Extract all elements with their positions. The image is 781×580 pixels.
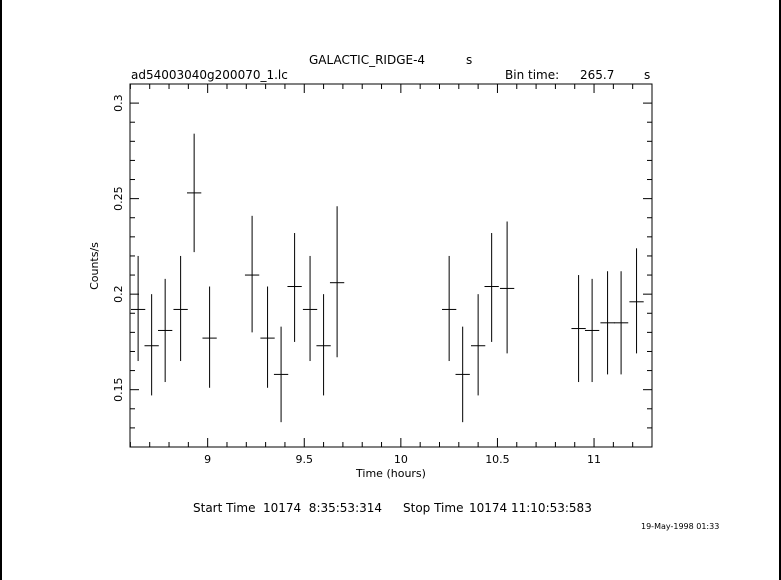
data-point xyxy=(571,275,586,383)
x-tick-label: 9.5 xyxy=(296,453,314,466)
window-right-border xyxy=(779,0,781,580)
data-point xyxy=(316,294,331,396)
y-tick-label: 0.25 xyxy=(112,186,125,211)
data-point xyxy=(287,233,302,342)
plot-timestamp: 19-May-1998 01:33 xyxy=(641,522,720,531)
data-point xyxy=(499,221,515,354)
data-point xyxy=(273,326,289,423)
data-point xyxy=(244,215,260,333)
data-point xyxy=(173,255,188,362)
start-time-value: 10174 8:35:53:314 xyxy=(263,501,383,515)
window-left-border xyxy=(0,0,2,580)
y-tick-label: 0.2 xyxy=(112,285,125,303)
plot-frame xyxy=(129,83,653,448)
data-point xyxy=(442,255,457,362)
y-tick-label: 0.3 xyxy=(112,94,125,112)
bin-time-value: 265.7 xyxy=(580,68,615,82)
file-name: ad54003040g200070_1.lc xyxy=(131,68,288,82)
stop-time-value: 10174 11:10:53:583 xyxy=(469,501,592,515)
data-point xyxy=(260,286,275,388)
bin-time-unit: s xyxy=(644,68,651,82)
data-point xyxy=(144,294,159,396)
data-point xyxy=(455,326,470,423)
data-point xyxy=(158,278,173,383)
x-tick-label: 10.5 xyxy=(485,453,510,466)
data-point xyxy=(584,278,600,383)
data-point xyxy=(470,294,486,396)
y-tick-label: 0.15 xyxy=(112,377,125,402)
x-tick-label: 11 xyxy=(587,453,601,466)
data-point xyxy=(329,206,345,358)
bin-time-label: Bin time: xyxy=(505,68,560,82)
data-point xyxy=(629,248,644,354)
data-point xyxy=(302,255,318,362)
object-suffix: s xyxy=(466,53,473,67)
start-time-label: Start Time xyxy=(193,501,256,515)
data-point xyxy=(186,133,202,253)
x-tick-label: 10 xyxy=(394,453,408,466)
x-tick-label: 9 xyxy=(204,453,211,466)
stop-time-label: Stop Time xyxy=(403,501,464,515)
object-name: GALACTIC_RIDGE-4 xyxy=(309,53,426,67)
data-point xyxy=(130,255,146,362)
data-point xyxy=(600,271,615,375)
y-axis-label: Counts/s xyxy=(88,242,101,290)
data-point xyxy=(484,233,499,342)
data-point xyxy=(202,286,217,388)
data-point xyxy=(613,271,629,375)
x-axis-label: Time (hours) xyxy=(355,467,426,480)
